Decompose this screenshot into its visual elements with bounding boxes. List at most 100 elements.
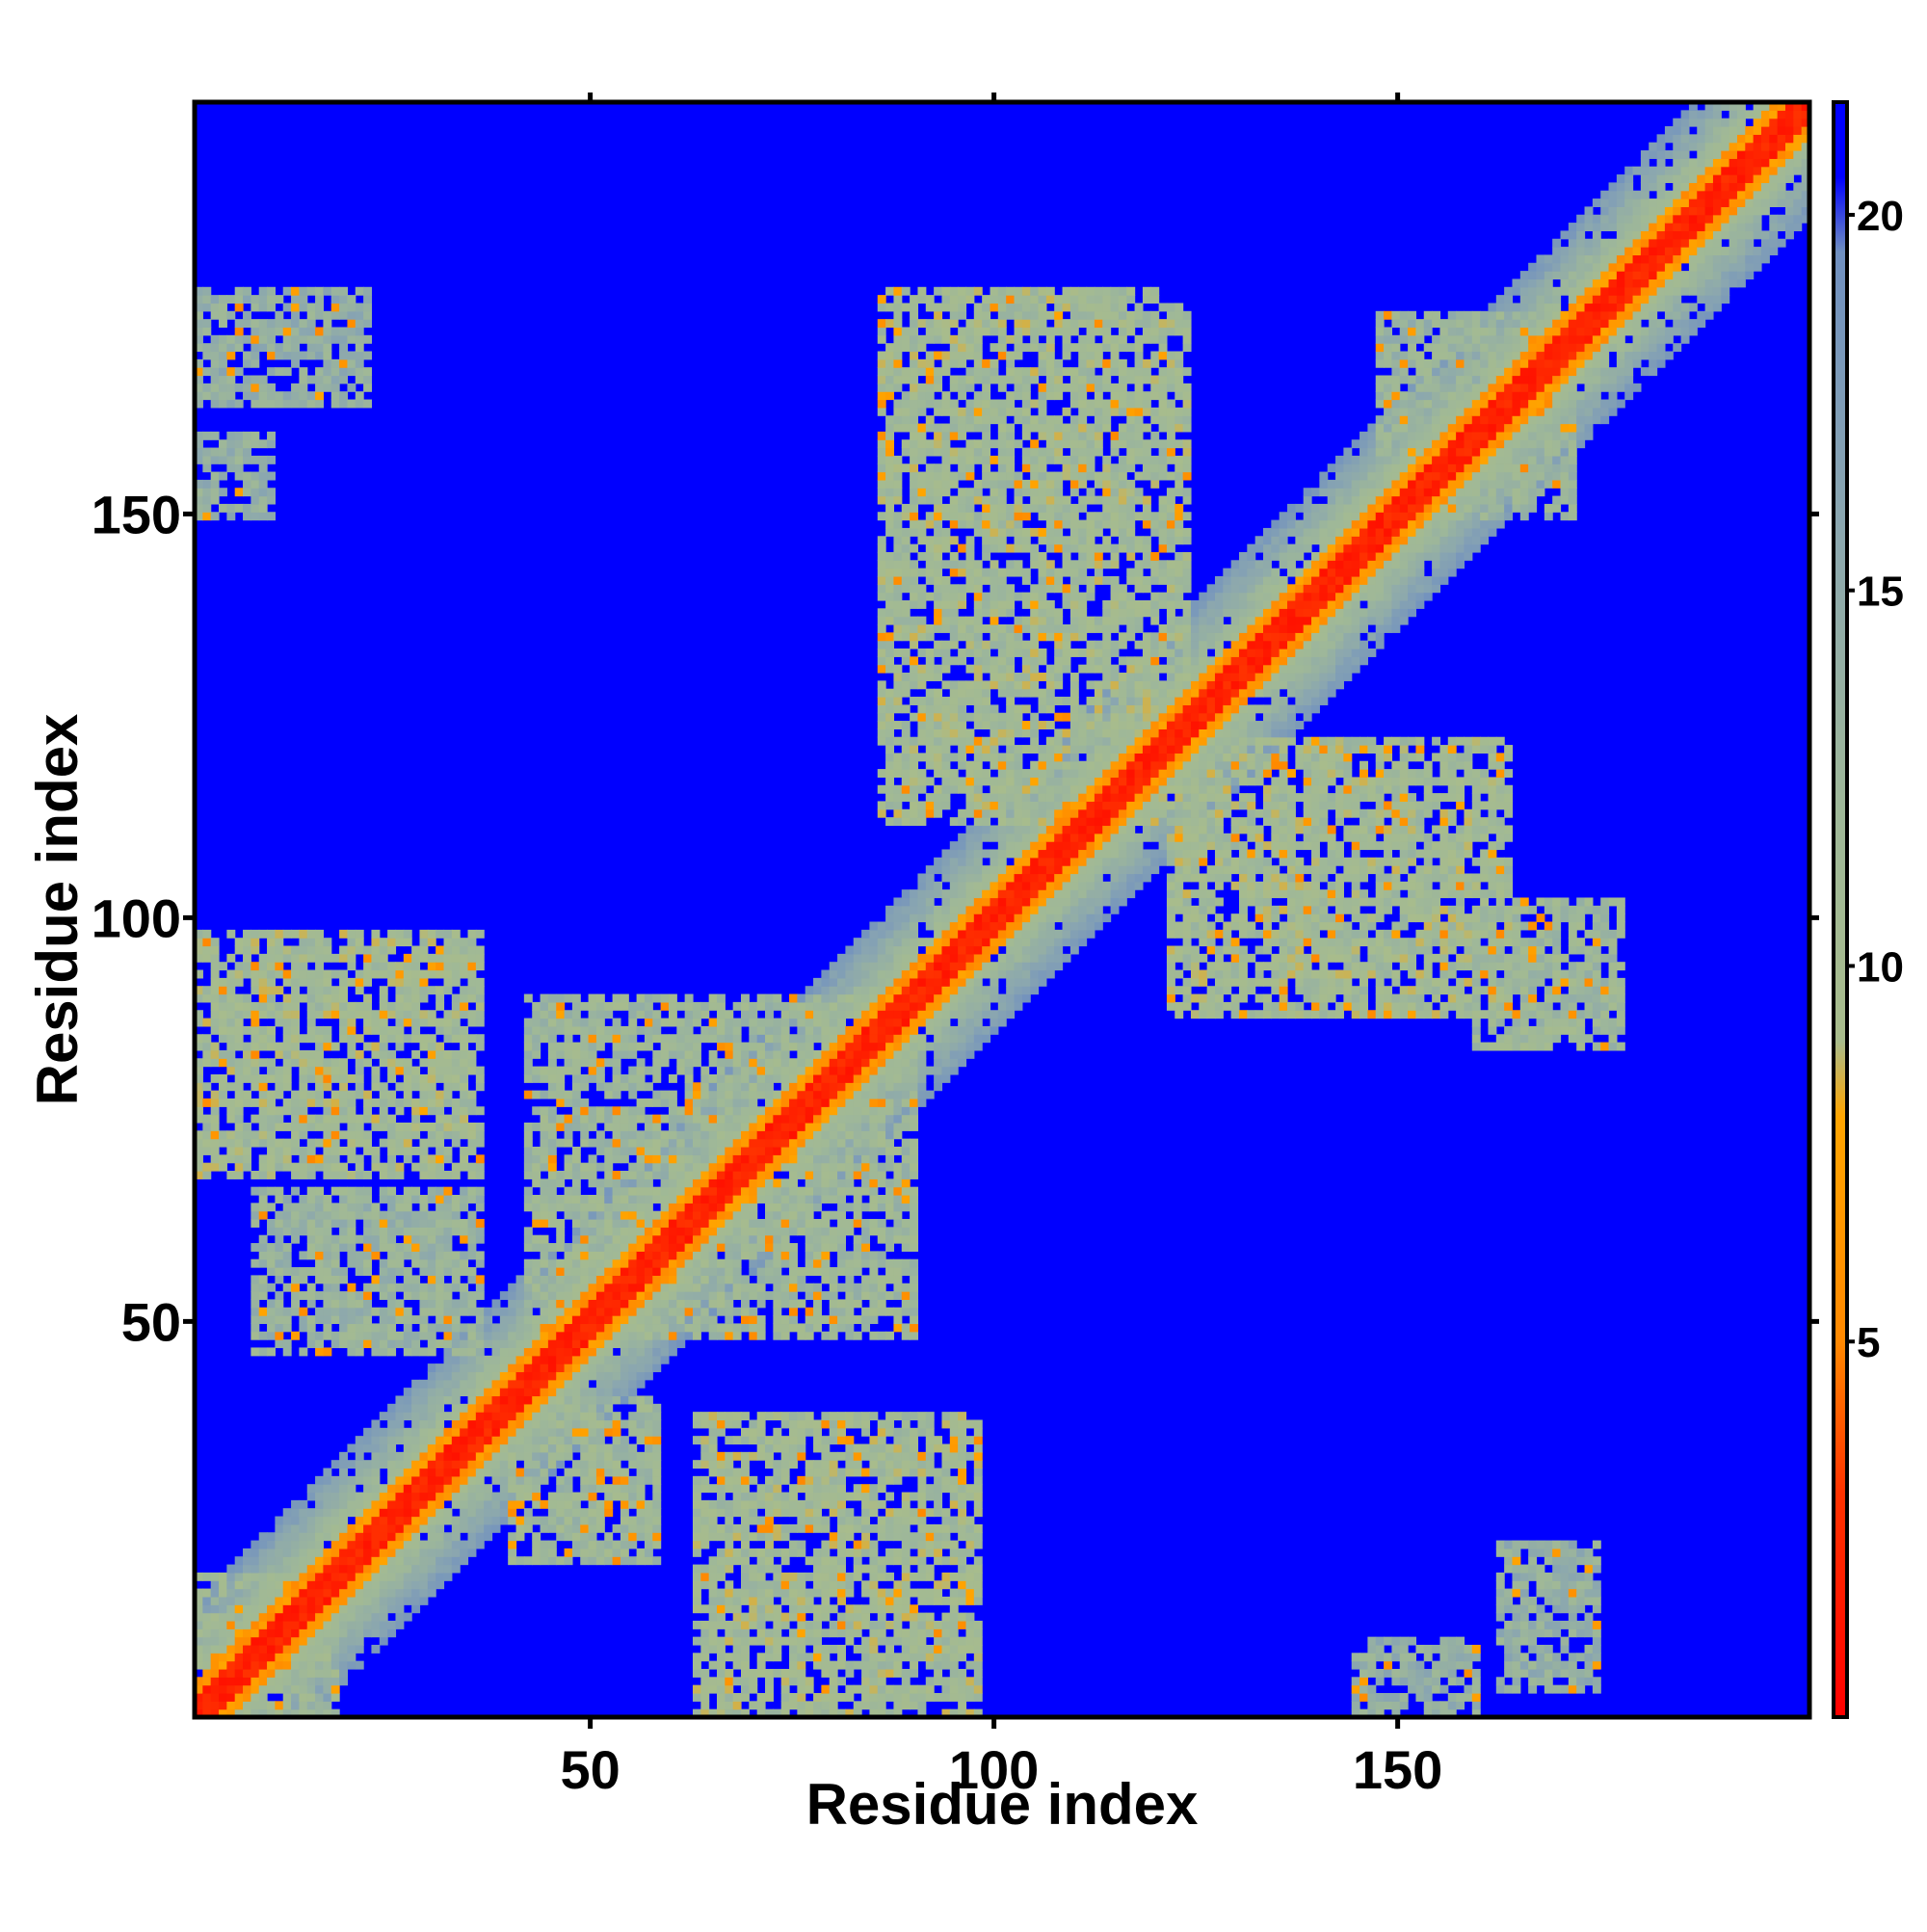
heatmap-cell [379,1572,388,1581]
heatmap-cell [306,1572,316,1581]
heatmap-cell [797,1580,806,1590]
heatmap-cell [636,1066,646,1075]
heatmap-cell [588,1371,597,1381]
heatmap-cell [580,1234,590,1244]
heatmap-cell [234,455,244,464]
heatmap-cell [387,1516,397,1525]
heatmap-cell [773,1644,782,1654]
heatmap-cell [499,1315,509,1325]
heatmap-cell [226,512,236,521]
heatmap-cell [387,1122,397,1131]
heatmap-cell [620,1548,629,1557]
heatmap-cell [805,1620,814,1629]
heatmap-cell [684,1219,694,1228]
heatmap-cell [219,455,227,464]
heatmap-cell [258,512,268,521]
heatmap-cell [323,343,332,353]
heatmap-cell [467,1186,477,1196]
heatmap-cell [210,993,220,1003]
heatmap-cell [371,1042,381,1051]
heatmap-cell [275,1219,284,1228]
heatmap-cell [443,1363,453,1373]
heatmap-cell [588,1443,597,1453]
heatmap-cell [700,1001,710,1011]
heatmap-cell [371,1025,381,1035]
heatmap-cell [700,1171,710,1179]
heatmap-cell [732,1258,742,1268]
heatmap-cell [749,1516,758,1525]
heatmap-cell [467,1122,477,1131]
heatmap-cell [363,1331,373,1340]
heatmap-cell [612,1001,621,1011]
heatmap-cell [379,1267,388,1276]
heatmap-cell [540,1203,549,1212]
heatmap-cell [251,319,260,329]
heatmap-cell [515,1451,525,1461]
heatmap-cell [636,1484,646,1494]
heatmap-cell [243,1620,251,1629]
heatmap-cell [515,1363,525,1373]
heatmap-cell [508,1460,517,1469]
heatmap-cell [299,1644,308,1654]
heatmap-cell [700,1692,710,1702]
heatmap-cell [323,1073,332,1083]
heatmap-cell [532,1219,541,1228]
heatmap-cell [275,1701,284,1710]
heatmap-cell [460,953,469,963]
heatmap-cell [556,1178,566,1188]
heatmap-cell [499,1508,509,1518]
heatmap-cell [612,1388,621,1397]
heatmap-cell [475,1451,485,1461]
heatmap-cell [595,1355,605,1364]
heatmap-cell [708,1130,718,1140]
heatmap-cell [595,1219,605,1228]
heatmap-cell [692,1219,701,1228]
heatmap-cell [773,1227,782,1236]
heatmap-cell [379,1106,388,1116]
heatmap-cell [363,1010,373,1019]
heatmap-cell [243,993,251,1003]
heatmap-cell [315,986,325,995]
heatmap-cell [226,1066,236,1075]
heatmap-cell [226,1588,236,1598]
heatmap-cell [219,1684,227,1694]
heatmap-cell [692,1523,701,1533]
heatmap-cell [741,1138,750,1148]
heatmap-cell [547,1468,557,1477]
heatmap-cell [620,1323,629,1333]
heatmap-cell [773,1291,782,1301]
heatmap-cell [789,1692,798,1702]
heatmap-cell [371,1162,381,1172]
heatmap-cell [660,1234,670,1244]
heatmap-cell [756,993,766,1003]
heatmap-cell [339,1001,349,1011]
heatmap-cell [773,1331,782,1340]
heatmap-cell [612,1146,621,1155]
heatmap-cell [612,1251,621,1260]
heatmap-cell [258,1644,268,1654]
heatmap-cell [443,1025,453,1035]
heatmap-cell [323,938,332,947]
heatmap-cell [580,1162,590,1172]
heatmap-cell [604,1492,614,1501]
heatmap-cell [210,1130,220,1140]
heatmap-cell [523,1323,533,1333]
heatmap-cell [395,1106,405,1116]
heatmap-cell [515,1475,525,1485]
heatmap-cell [195,1644,203,1654]
heatmap-cell [443,977,453,987]
heatmap-cell [708,1588,718,1598]
heatmap-cell [556,1267,566,1276]
heatmap-cell [202,431,212,440]
heatmap-cell [484,1307,493,1316]
heatmap-cell [387,1323,397,1333]
heatmap-cell [411,1395,421,1405]
heatmap-cell [275,1018,284,1027]
heatmap-cell [725,1620,734,1629]
heatmap-cell [210,1572,220,1581]
heatmap-cell [556,1258,566,1268]
heatmap-cell [267,1114,276,1124]
heatmap-cell [508,1436,517,1445]
heatmap-cell [716,1660,726,1670]
